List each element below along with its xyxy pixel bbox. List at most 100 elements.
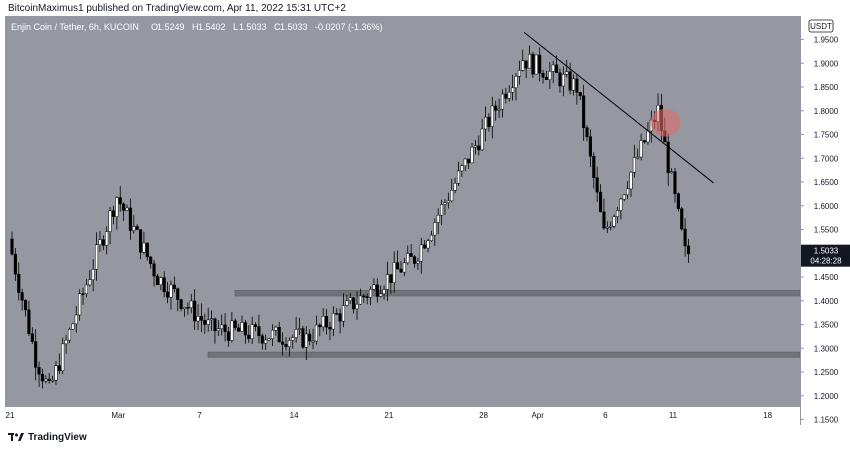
bearish-candle [172, 284, 176, 289]
bullish-candle [609, 226, 613, 228]
bullish-candle [321, 316, 325, 328]
bearish-candle [199, 315, 203, 321]
bullish-candle [297, 328, 302, 330]
bullish-candle [216, 328, 220, 332]
bullish-candle [71, 323, 75, 330]
bullish-candle [419, 244, 423, 262]
bearish-candle [145, 242, 149, 258]
bearish-candle [138, 229, 143, 253]
bearish-candle [399, 268, 403, 273]
bearish-candle [135, 226, 139, 230]
footer-brand: TradingView [8, 430, 87, 444]
bullish-candle [511, 87, 515, 93]
price-tick-label: 1.9500 [814, 36, 839, 45]
bearish-candle [260, 335, 264, 344]
ohlc-key: H [192, 22, 199, 32]
bullish-candle [605, 226, 609, 229]
chart-area[interactable]: Enjin Coin / Tether, 6h, KUCOIN O 1.5249 H… [5, 16, 801, 425]
bearish-candle [568, 71, 572, 91]
last-price-tag [801, 244, 850, 267]
bullish-candle [622, 194, 626, 200]
bearish-candle [352, 297, 356, 310]
bearish-candle [257, 326, 261, 337]
bearish-candle [176, 288, 180, 300]
price-tick-label: 1.4000 [814, 297, 839, 306]
bearish-candle [558, 72, 562, 87]
bearish-candle [277, 326, 281, 343]
bullish-candle [484, 116, 488, 130]
bullish-candle [507, 91, 511, 99]
bullish-candle [105, 231, 109, 246]
bullish-candle [379, 293, 383, 297]
bullish-candle [132, 226, 136, 231]
bullish-candle [456, 170, 461, 184]
bullish-candle [182, 307, 187, 310]
chart-canvas[interactable]: Enjin Coin / Tether, 6h, KUCOIN O1.5249 H… [5, 16, 801, 425]
bullish-candle [230, 320, 234, 341]
bearish-candle [128, 207, 132, 231]
bullish-candle [84, 284, 88, 294]
bullish-candle [446, 200, 450, 203]
descending-trendline[interactable] [523, 31, 714, 184]
bearish-candle [585, 127, 589, 137]
bullish-candle [460, 165, 464, 172]
bearish-candle [642, 140, 647, 143]
time-tick-label: 6 [603, 411, 608, 420]
bearish-candle [555, 64, 559, 74]
bearish-candle [284, 344, 288, 348]
bearish-candle [544, 77, 548, 80]
time-tick-label: 7 [197, 411, 202, 420]
time-tick-label: Mar [111, 411, 125, 420]
bullish-candle [565, 71, 569, 75]
bearish-candle [582, 95, 586, 129]
bearish-candle [541, 72, 545, 78]
bullish-candle [98, 239, 102, 245]
bullish-candle [189, 300, 193, 308]
bullish-candle [470, 146, 474, 164]
bullish-candle [392, 262, 396, 284]
bearish-candle [389, 274, 393, 284]
bearish-candle [179, 299, 183, 310]
bullish-candle [443, 202, 447, 205]
bearish-candle [81, 293, 85, 295]
price-tick-label: 1.7500 [814, 131, 839, 140]
time-tick-label: 21 [384, 411, 393, 420]
bullish-candle [429, 234, 433, 241]
tradingview-logo-icon [8, 433, 24, 441]
bullish-candle [670, 171, 674, 174]
ohlc-key: C [274, 22, 281, 32]
bullish-candle [385, 274, 390, 290]
bullish-candle [463, 158, 467, 167]
bearish-candle [686, 245, 691, 255]
bearish-candle [47, 378, 51, 381]
bullish-candle [629, 172, 633, 190]
bearish-candle [10, 238, 14, 255]
bearish-candle [27, 309, 31, 334]
bullish-candle [264, 339, 268, 344]
bullish-candle [433, 222, 437, 236]
time-tick-label: 14 [290, 411, 299, 420]
bearish-candle [595, 177, 599, 193]
bearish-candle [226, 331, 231, 341]
bullish-candle [304, 333, 308, 348]
price-tick-label: 1.7000 [814, 154, 839, 163]
price-tick-label: 1.8000 [814, 107, 839, 116]
bullish-candle [517, 70, 521, 77]
bearish-candle [118, 197, 122, 205]
bearish-candle [162, 277, 166, 293]
bearish-candle [186, 307, 190, 309]
price-axis[interactable]: 1.9500 1.9000 1.8500 1.8000 1.7500 1.7000 1.65… [800, 16, 850, 425]
bearish-candle [149, 256, 153, 265]
bullish-candle [416, 260, 420, 264]
bearish-candle [34, 341, 38, 368]
currency-badge[interactable] [808, 19, 834, 33]
bullish-candle [287, 340, 291, 348]
bearish-candle [592, 156, 596, 178]
bearish-candle [666, 141, 670, 174]
bearish-candle [524, 60, 528, 69]
bullish-candle [115, 197, 119, 217]
time-axis[interactable]: 21 Mar 7 14 21 28 Apr 6 11 18 [5, 407, 800, 425]
last-price-countdown: 04:28:28 [810, 257, 842, 266]
chart-symbol-line: Enjin Coin / Tether, 6h, KUCOIN [11, 22, 139, 32]
price-tick-label: 1.3500 [814, 321, 839, 330]
